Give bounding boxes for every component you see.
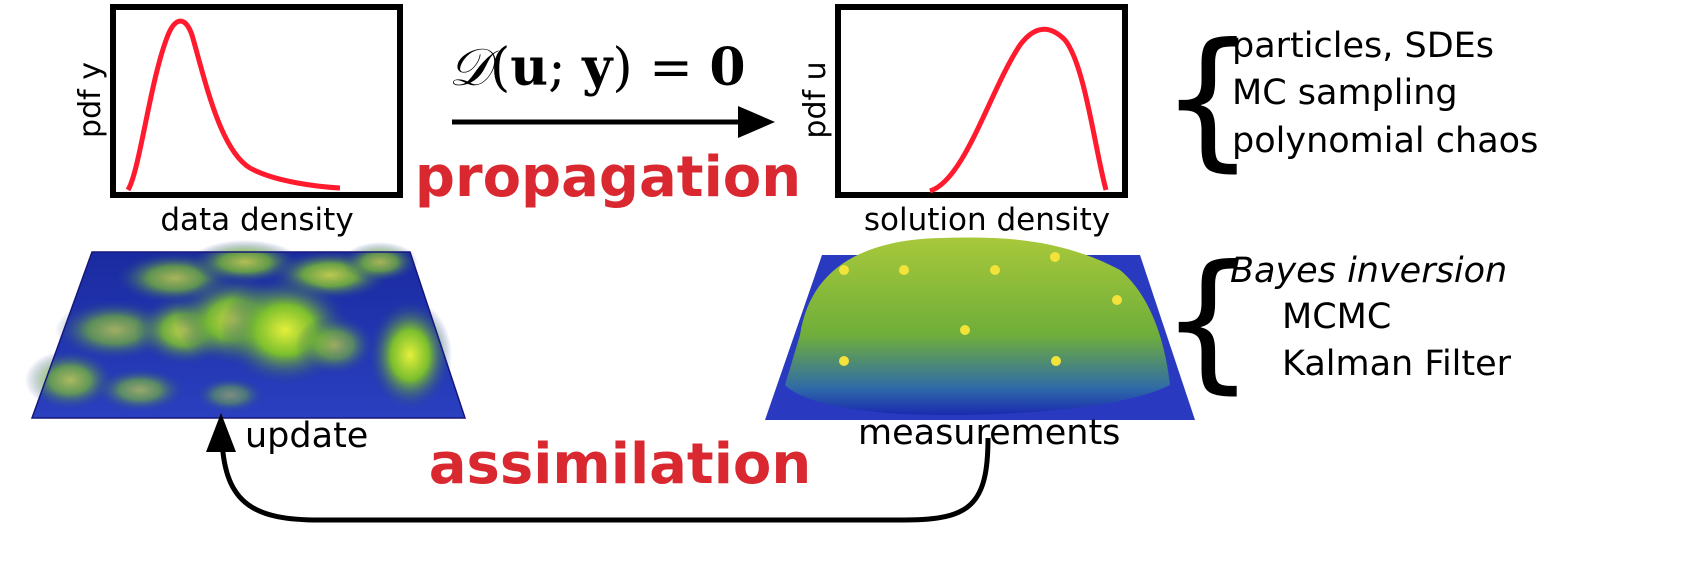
inverse-method-2: Kalman Filter [1282, 344, 1512, 384]
update-label: update [245, 416, 368, 456]
right-plot-caption: solution density [864, 202, 1110, 238]
inverse-method-1: MCMC [1282, 297, 1391, 337]
forward-method-3: polynomial chaos [1232, 121, 1538, 161]
data-surface [25, 240, 467, 419]
right-plot-ylabel: pdf u [798, 61, 833, 138]
assimilation-loop-arrow [219, 437, 991, 523]
inverse-methods: { Bayes inversion MCMC Kalman Filter [1160, 234, 1512, 408]
equation-y: y [581, 37, 614, 98]
right-plot-frame [835, 4, 1128, 198]
measurement-point [1112, 295, 1122, 305]
equation-u: u [510, 37, 548, 98]
forward-method-1: particles, SDEs [1232, 26, 1494, 66]
measurement-point [960, 325, 970, 335]
propagation-arrowhead [738, 106, 775, 138]
left-density-plot: pdf y data density [73, 4, 403, 238]
forward-method-2: MC sampling [1232, 73, 1458, 113]
solution-density-curve [929, 26, 1109, 194]
equation-zero: 0 [709, 37, 745, 98]
svg-text:𝒟(u; y) = 0: 𝒟(u; y) = 0 [448, 37, 745, 98]
measurement-point [839, 356, 849, 366]
forward-methods: { particles, SDEs MC sampling polynomial… [1160, 12, 1538, 186]
measurement-point [1050, 252, 1060, 262]
measurement-point [839, 265, 849, 275]
inverse-brace: { [1160, 234, 1255, 408]
assimilation-arrowhead [206, 413, 236, 452]
left-plot-ylabel: pdf y [73, 62, 108, 138]
left-plot-caption: data density [160, 202, 353, 238]
forward-brace: { [1160, 12, 1255, 186]
right-density-plot: pdf u solution density [798, 4, 1128, 238]
left-plot-frame [110, 4, 403, 198]
measurement-point [899, 265, 909, 275]
solution-surface [765, 237, 1195, 420]
data-density-curve [125, 18, 341, 192]
assimilation-label: assimilation [429, 432, 811, 497]
equation: 𝒟(u; y) = 0 [448, 37, 745, 98]
inverse-title: Bayes inversion [1230, 251, 1507, 291]
measurement-point [1051, 356, 1061, 366]
measurement-point [990, 265, 1000, 275]
propagation-label: propagation [415, 145, 801, 210]
